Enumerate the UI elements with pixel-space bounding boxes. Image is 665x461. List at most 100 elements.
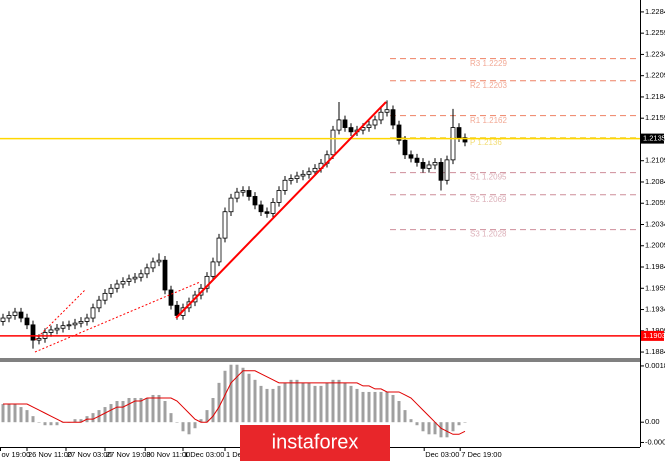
- candle-body: [18, 311, 24, 319]
- price-label-box: [641, 330, 664, 341]
- macd-bar: [181, 422, 185, 432]
- y-tick-label: 1.2209: [645, 71, 665, 80]
- macd-bar: [313, 385, 317, 423]
- macd-bar: [169, 413, 173, 423]
- candle-body: [150, 261, 156, 269]
- candle-body: [138, 273, 144, 278]
- candle-body: [0, 317, 6, 322]
- macd-bar: [343, 382, 347, 423]
- channel-line: [34, 281, 201, 353]
- candle-body: [426, 164, 432, 169]
- macd-bar: [1, 404, 5, 423]
- macd-bar: [301, 382, 305, 423]
- macd-bar: [13, 404, 17, 423]
- y-tick-label: 1.2159: [645, 113, 665, 122]
- pivot-label: R1 1.2162: [470, 116, 507, 125]
- candle-body: [306, 171, 312, 175]
- candle-body: [174, 304, 180, 316]
- macd-bar: [7, 404, 11, 423]
- candle-body: [276, 190, 282, 203]
- y-tick-label: 1.2184: [645, 92, 665, 101]
- x-tick-label: 27 Nov 03:00: [67, 450, 112, 459]
- macd-bar: [409, 419, 413, 423]
- x-tick-label: Dec 03:00: [425, 450, 459, 459]
- macd-bar: [133, 397, 137, 423]
- candle-body: [132, 276, 138, 280]
- macd-bar: [109, 404, 113, 423]
- y-tick-label: 1.1909: [645, 326, 665, 335]
- macd-bar: [235, 364, 239, 423]
- candle-body: [282, 179, 288, 191]
- macd-bar: [325, 382, 329, 423]
- macd-bar: [397, 401, 401, 423]
- y-tick-label: 1.2234: [645, 49, 665, 58]
- pivot-label: S2 1.2069: [470, 195, 507, 204]
- macd-bar: [439, 422, 443, 438]
- y-tick-label: 0.00186: [645, 361, 665, 370]
- macd-bar: [145, 397, 149, 423]
- price-label-box: [641, 133, 664, 144]
- macd-bar: [433, 422, 437, 435]
- macd-bar: [115, 401, 119, 423]
- macd-bar: [37, 422, 41, 423]
- macd-bar: [49, 422, 53, 426]
- macd-bar: [349, 385, 353, 423]
- y-tick-label: -0.00067: [645, 437, 665, 446]
- macd-bar: [451, 422, 455, 432]
- macd-bar: [19, 407, 23, 423]
- x-tick-label: 30 Nov 11:00: [146, 450, 190, 459]
- candle-body: [390, 109, 396, 126]
- macd-bar: [79, 419, 83, 423]
- macd-bar: [43, 422, 47, 426]
- macd-bar: [421, 422, 425, 432]
- macd-bar: [259, 385, 263, 423]
- candle-body: [366, 124, 372, 128]
- macd-bar: [427, 422, 431, 435]
- candle-body: [414, 157, 420, 163]
- macd-bar: [319, 385, 323, 423]
- x-tick-label: 27 Nov 19:00: [106, 450, 151, 459]
- watermark-box: [240, 425, 390, 461]
- macd-bar: [223, 370, 227, 423]
- candle-body: [288, 178, 294, 181]
- candle-body: [252, 196, 258, 206]
- macd-bar: [445, 422, 449, 438]
- macd-bar: [289, 379, 293, 423]
- macd-bar: [193, 422, 197, 429]
- candle-body: [6, 315, 12, 319]
- macd-bar: [31, 416, 35, 423]
- macd-bar: [103, 407, 107, 423]
- candle-body: [126, 278, 132, 282]
- macd-bar: [271, 388, 275, 423]
- pivot-label: S3 1.2028: [470, 230, 507, 239]
- macd-bar: [307, 382, 311, 423]
- macd-bar: [55, 422, 59, 426]
- y-tick-label: 0.00: [645, 417, 660, 426]
- candle-body: [72, 322, 78, 326]
- y-tick-label: 1.2034: [645, 219, 665, 228]
- candle-body: [444, 159, 450, 181]
- candle-body: [270, 201, 276, 214]
- candle-body: [78, 321, 84, 324]
- price-label: 1.2135: [643, 134, 665, 143]
- candle-body: [48, 329, 54, 333]
- macd-bar: [139, 397, 143, 423]
- macd-bar: [391, 394, 395, 423]
- macd-bar: [277, 385, 281, 423]
- signal-line: [3, 370, 466, 435]
- macd-bar: [175, 422, 179, 423]
- trend-line: [175, 101, 387, 319]
- candle-body: [222, 211, 228, 239]
- macd-bar: [205, 410, 209, 423]
- candle-body: [330, 129, 336, 156]
- macd-bar: [247, 373, 251, 423]
- macd-bar: [241, 367, 245, 423]
- watermark: instaforex: [272, 431, 359, 453]
- macd-bar: [373, 391, 377, 423]
- y-tick-label: 1.2059: [645, 198, 665, 207]
- y-tick-label: 1.1934: [645, 305, 665, 314]
- candle-body: [438, 162, 444, 181]
- candle-body: [342, 119, 348, 128]
- macd-bar: [151, 394, 155, 423]
